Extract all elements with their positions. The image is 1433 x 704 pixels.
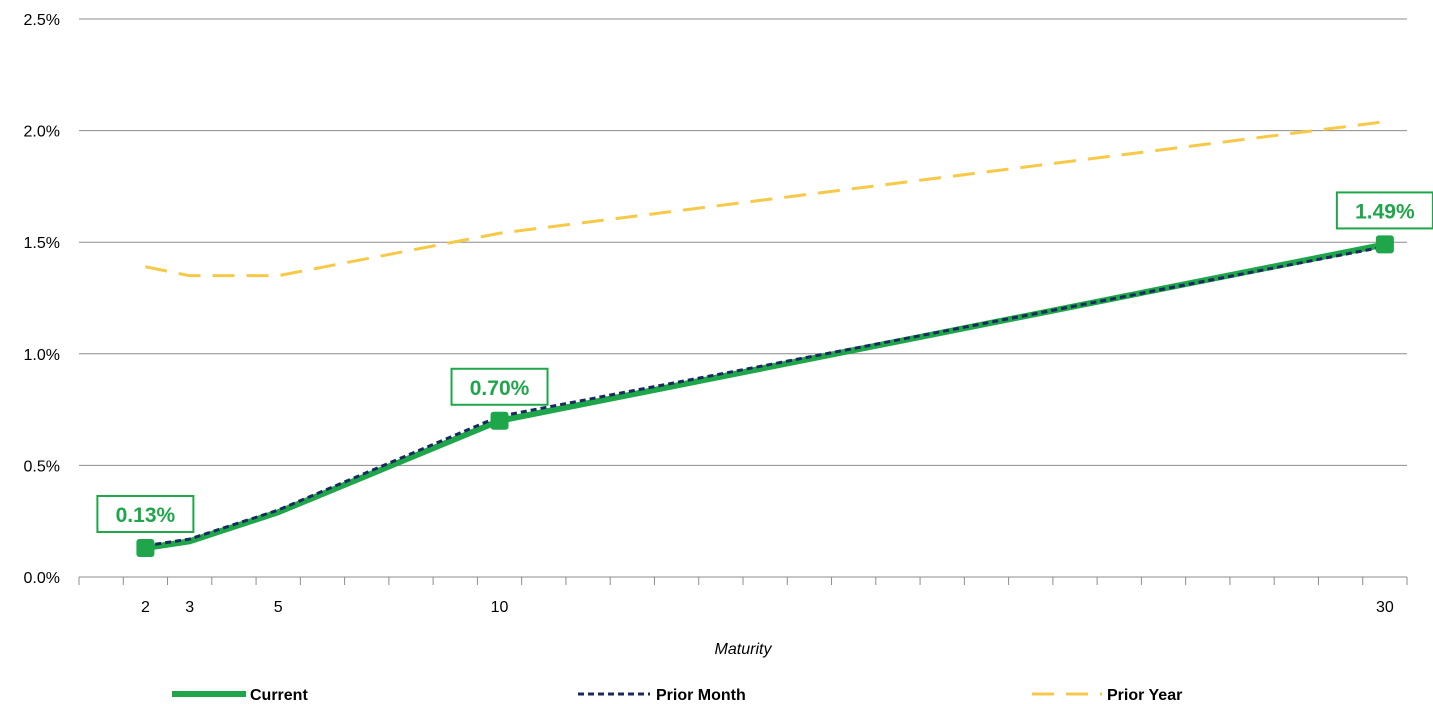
data-label: 0.70% (470, 377, 530, 400)
gridlines (79, 18, 1407, 466)
series-lines (144, 120, 1386, 551)
data-point-marker (490, 411, 509, 430)
data-label-box (450, 367, 549, 406)
y-tick-label: 0.5% (24, 458, 60, 475)
y-tick-label: 1.5% (24, 235, 60, 252)
data-label-box (96, 494, 195, 533)
legend-label: Prior Month (656, 687, 746, 704)
series-line-prior-year (145, 120, 1386, 278)
y-tick-label: 2.0% (24, 124, 60, 141)
data-label: 0.13% (116, 504, 176, 527)
x-tick-label: 3 (185, 599, 194, 616)
y-tick-label: 1.0% (24, 347, 60, 364)
axes: 0.0% 0.5% 1.0% 1.5% 2.0% 2.5% 2 3 5 10 30 (24, 12, 1408, 616)
legend-label: Current (250, 687, 308, 704)
data-label-box (1335, 191, 1433, 230)
series-line-current (144, 241, 1386, 551)
x-tick-label: 10 (491, 599, 509, 616)
legend-label: Prior Year (1107, 687, 1182, 704)
series-line-prior-month (145, 245, 1386, 548)
x-axis-title: Maturity (715, 641, 773, 658)
legend: Current Prior Month Prior Year (172, 687, 1182, 704)
data-label: 1.49% (1355, 200, 1415, 223)
data-point-marker (136, 538, 155, 557)
data-point-marker (1375, 235, 1394, 254)
x-tick-label: 5 (274, 599, 283, 616)
y-tick-label: 2.5% (24, 12, 60, 29)
data-labels: 0.13% 0.70% 1.49% (96, 191, 1433, 533)
y-tick-label: 0.0% (24, 570, 60, 587)
x-tick-label: 2 (141, 599, 150, 616)
data-markers (136, 235, 1394, 557)
x-tick-label: 30 (1376, 599, 1394, 616)
